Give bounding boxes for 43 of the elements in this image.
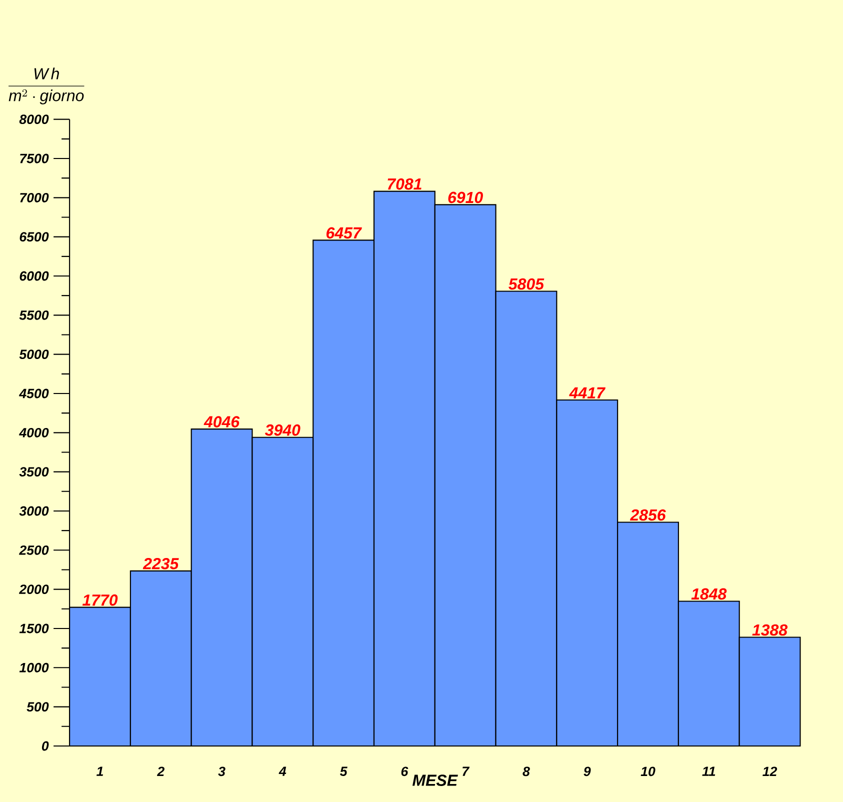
data-label: 6457 [326, 227, 362, 239]
data-label: 6910 [448, 192, 483, 204]
x-tick-label: 11 [702, 766, 716, 776]
y-tick-label: 500 [26, 702, 49, 712]
data-label: 3940 [265, 424, 300, 436]
x-tick-label: 5 [340, 766, 348, 776]
x-tick-label: 8 [522, 766, 530, 776]
data-label: 4417 [569, 387, 606, 398]
x-tick-label: 6 [401, 766, 408, 776]
data-label: 1848 [691, 588, 727, 600]
data-label: 4046 [204, 416, 240, 428]
y-tick-label: 7500 [20, 154, 49, 164]
x-tick-label: 4 [278, 766, 286, 776]
x-tick-label: 2 [156, 766, 164, 776]
y-tick-label: 6500 [20, 232, 49, 242]
y-tick-label: 5000 [19, 350, 49, 360]
data-label: 5805 [508, 278, 544, 290]
data-label: 1388 [752, 624, 788, 636]
y-tick-label: 6000 [20, 271, 49, 281]
data-label: 2856 [630, 509, 666, 521]
data-label: 1770 [82, 594, 118, 606]
x-tick-label: 7 [462, 766, 470, 776]
y-axis-title: $\frac{\mathit{W\,h}}{\mathit{m}^{2}\cdot\mathit{giorno}}$ [8, 68, 84, 104]
y-tick-label: 5500 [19, 310, 49, 320]
y-tick-label: 2500 [18, 545, 49, 555]
y-tick-label: 8000 [19, 114, 49, 124]
x-tick-label: 9 [584, 766, 591, 776]
x-tick-label: 10 [640, 766, 656, 776]
y-tick-label: 2000 [18, 584, 49, 594]
x-tick-label: 12 [762, 766, 778, 776]
data-label: 2235 [142, 558, 179, 570]
y-tick-label: 4000 [18, 428, 49, 438]
y-tick-label: 1000 [19, 662, 49, 672]
y-tick-label: 1500 [19, 624, 49, 634]
x-tick-label: 3 [218, 766, 226, 776]
y-tick-label: 0 [42, 741, 49, 751]
x-axis-title: MESE [412, 774, 458, 786]
y-tick-label: 3500 [19, 467, 49, 477]
y-tick-label: 7000 [20, 192, 49, 202]
y-tick-label: 3000 [19, 506, 49, 516]
data-label: 7081 [388, 178, 422, 190]
y-tick-label: 4500 [18, 388, 49, 398]
x-tick-label: 1 [96, 766, 104, 776]
